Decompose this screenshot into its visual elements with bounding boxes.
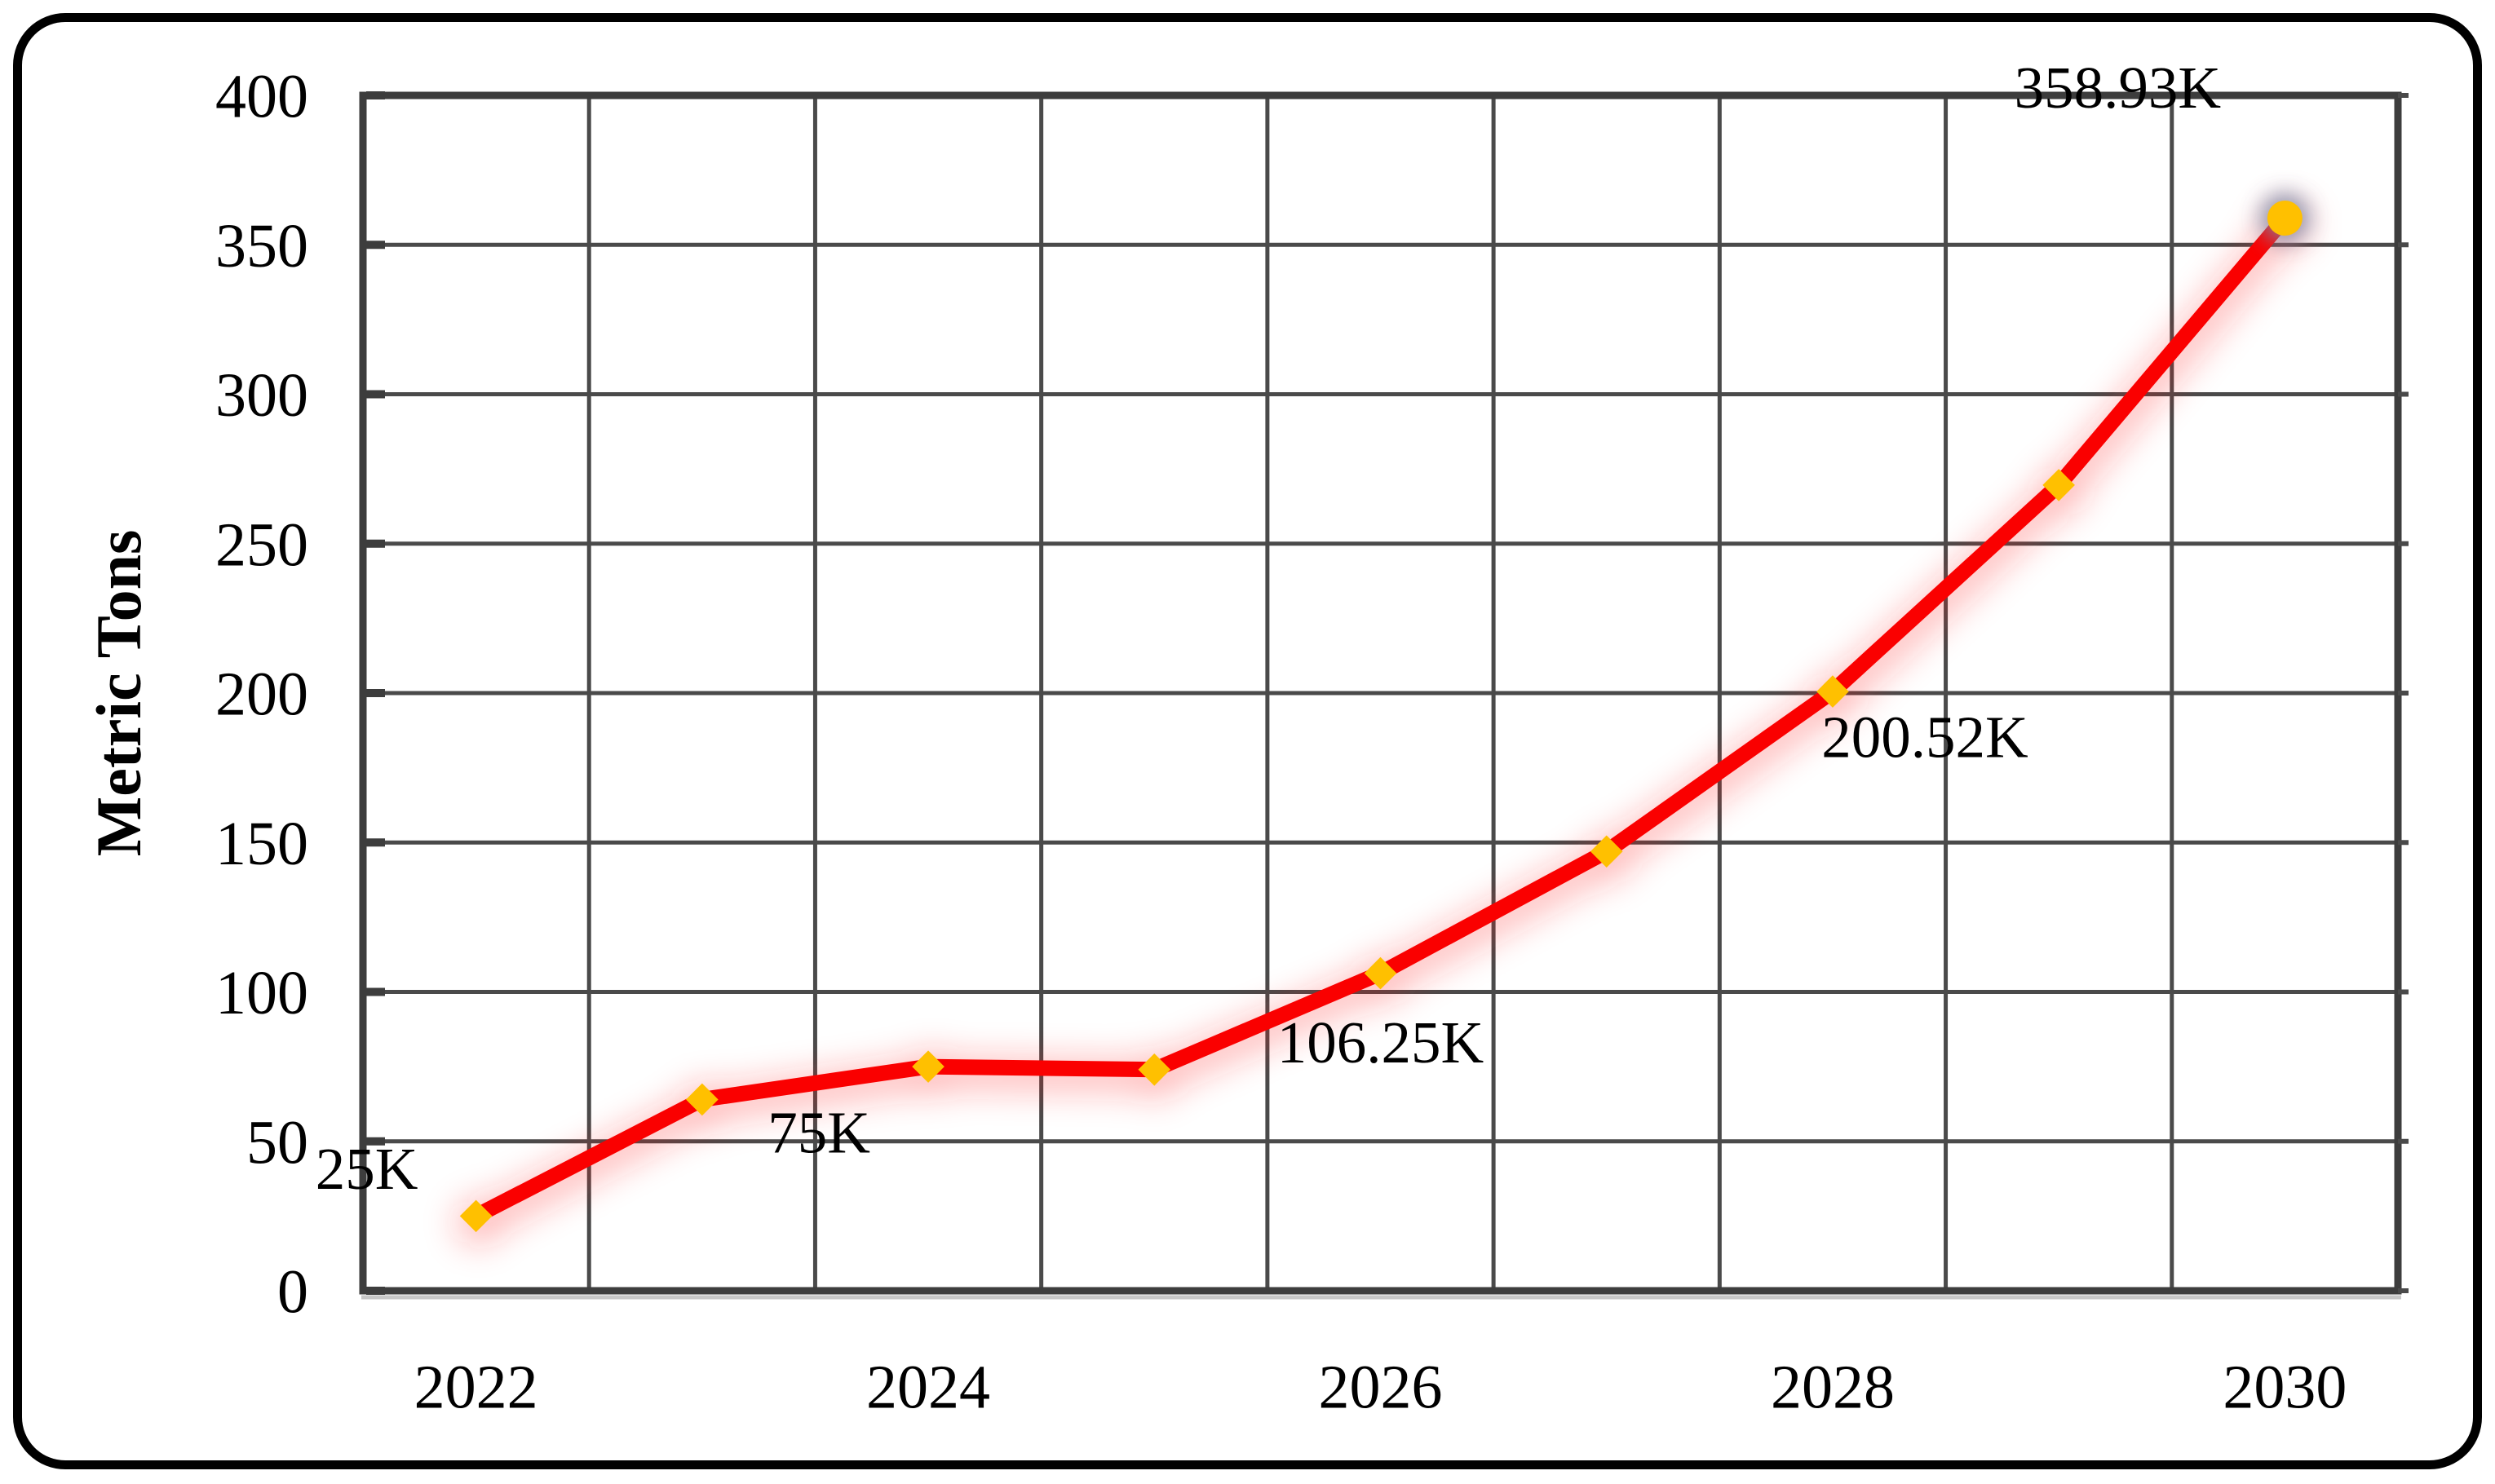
y-tick-label: 50 xyxy=(246,1108,308,1177)
y-tick-label: 250 xyxy=(215,510,308,579)
point-label: 25K xyxy=(316,1136,418,1202)
point-label: 106.25K xyxy=(1277,1009,1484,1075)
data-point xyxy=(1816,675,1849,708)
x-tick-label: 2028 xyxy=(1771,1354,1895,1422)
axis-ticks xyxy=(366,91,2409,1295)
y-tick-label: 200 xyxy=(215,660,308,729)
point-label: 75K xyxy=(768,1100,870,1166)
point-label: 358.93K xyxy=(2015,55,2221,121)
point-labels: 25K 75K 106.25K 200.52K 358.93K xyxy=(316,55,2221,1202)
x-tick-label: 2022 xyxy=(414,1354,538,1422)
y-tick-label: 400 xyxy=(215,63,308,131)
y-tick-label: 350 xyxy=(215,212,308,280)
x-tick-label: 2030 xyxy=(2223,1354,2347,1422)
y-tick-label: 0 xyxy=(277,1258,308,1327)
y-tick-label: 100 xyxy=(215,959,308,1027)
point-label: 200.52K xyxy=(1821,704,2028,771)
x-tick-label: 2026 xyxy=(1319,1354,1443,1422)
y-axis-labels: 0 50 100 150 200 250 300 350 400 xyxy=(215,63,308,1327)
y-axis-title: Metric Tons xyxy=(83,530,154,857)
x-axis-labels: 2022 2024 2026 2028 2030 xyxy=(414,1354,2347,1422)
y-tick-label: 150 xyxy=(215,810,308,878)
x-tick-label: 2024 xyxy=(866,1354,990,1422)
y-tick-label: 300 xyxy=(215,361,308,430)
end-data-point xyxy=(2267,201,2303,236)
markers xyxy=(459,193,2310,1233)
gridlines xyxy=(363,95,2398,1291)
data-point xyxy=(2042,469,2075,501)
